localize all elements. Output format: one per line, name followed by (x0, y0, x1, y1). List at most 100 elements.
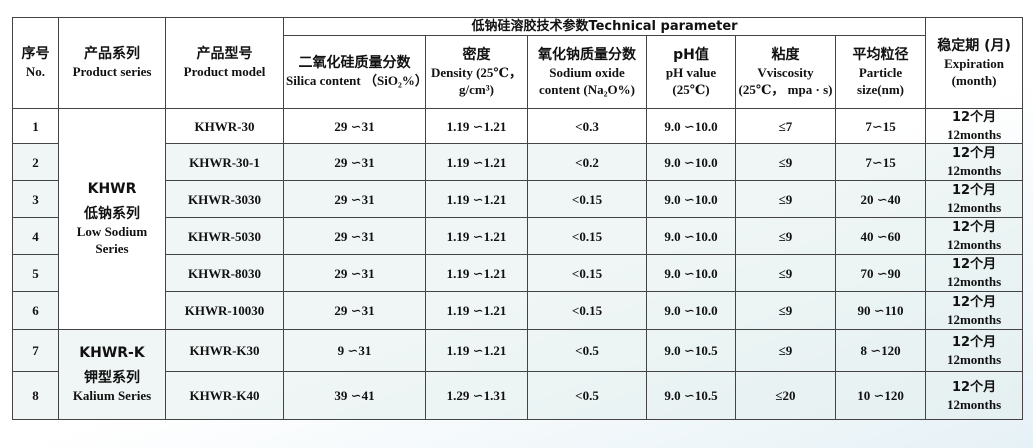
spec-cell: 7∽15 (834, 108, 927, 144)
expiration-zh: 12个月 (952, 146, 997, 161)
expiration-zh: 12个月 (952, 379, 997, 395)
header-zh: 序号 (21, 46, 50, 62)
spec-cell: 1.19 ∽1.21 (425, 291, 528, 330)
data-row: 6 KHWR-10030 29 ∽31 1.19 ∽1.21 <0.15 9.0 ∽10.… (12, 291, 1024, 330)
spec-cell: <0.3 (527, 108, 647, 144)
header-en: Product series (72, 64, 152, 79)
spec-table: 序号 No. 产品系列 Product series 产品型号 Product model… (12, 17, 1024, 420)
spec-cell: ≤7 (735, 108, 836, 144)
header-en: pH value (25℃) (665, 64, 717, 97)
series-code: KHWR-K (79, 345, 145, 361)
spec-cell: <0.5 (527, 371, 647, 420)
expiration-cell: 12个月 12months (925, 108, 1024, 144)
spec-cell: 20 ∽40 (834, 180, 927, 218)
spec-cell: 9.0 ∽10.0 (646, 217, 736, 255)
row-number: 2 (12, 143, 59, 181)
expiration-cell: 12个月 12months (925, 254, 1024, 292)
spec-cell: 9 ∽31 (283, 329, 426, 372)
series-en: Low Sodium Series (76, 224, 148, 256)
spec-cell: ≤9 (735, 143, 836, 181)
data-row: 3 KHWR-3030 29 ∽31 1.19 ∽1.21 <0.15 9.0 ∽10.0… (12, 180, 1024, 218)
expiration-cell: 12个月 12months (925, 329, 1024, 372)
spec-cell: 29 ∽31 (283, 143, 426, 181)
spec-cell: 1.29 ∽1.31 (425, 371, 528, 420)
header-zh: 产品系列 (84, 46, 140, 62)
spec-cell: ≤9 (735, 180, 836, 218)
spec-cell: 1.19 ∽1.21 (425, 143, 528, 181)
spec-cell: 9.0 ∽10.0 (646, 291, 736, 330)
spec-cell: 39 ∽41 (283, 371, 426, 420)
spec-cell: 40 ∽60 (834, 217, 927, 255)
data-row: 7 KHWR-K 钾型系列 Kalium Series KHWR-K30 9 ∽31 1.1… (12, 329, 1024, 420)
spec-cell: 70 ∽90 (834, 254, 927, 292)
header-en: Sodium oxide content (Na₂O%) (539, 64, 635, 97)
row-number: 3 (12, 180, 59, 218)
expiration-zh: 12个月 (952, 220, 997, 235)
series-zh: 钾型系列 (84, 370, 140, 386)
expiration-en: 12months (946, 396, 1002, 412)
header-zh: 产品型号 (196, 46, 253, 62)
spec-cell: ≤9 (735, 254, 836, 292)
spec-cell: ≤9 (735, 291, 836, 330)
column-header: pH值 pH value (25℃) (646, 35, 736, 109)
spec-cell: KHWR-30-1 (165, 143, 284, 181)
expiration-en: 12months (946, 127, 1002, 142)
header-zh: 密度 (462, 46, 491, 63)
expiration-cell: 12个月 12months (925, 143, 1024, 181)
spec-cell: <0.5 (527, 329, 647, 372)
spec-cell: 9.0 ∽10.0 (646, 108, 736, 144)
row-number: 8 (12, 371, 59, 420)
data-row: 2 KHWR-30-1 29 ∽31 1.19 ∽1.21 <0.2 9.0 ∽10.0 ≤… (12, 143, 1024, 181)
series-cell: KHWR-K 钾型系列 Kalium Series (58, 329, 166, 420)
spec-cell: 9.0 ∽10.0 (646, 143, 736, 181)
spec-cell: 9.0 ∽10.5 (646, 329, 736, 372)
spec-cell: 8 ∽120 (834, 329, 927, 372)
row-number: 6 (12, 291, 59, 330)
expiration-en: 12months (946, 311, 1002, 327)
spec-cell: 1.19 ∽1.21 (425, 217, 528, 255)
data-row: 5 KHWR-8030 29 ∽31 1.19 ∽1.21 <0.15 9.0 ∽10.0… (12, 254, 1024, 292)
spec-cell: KHWR-3030 (165, 180, 284, 218)
spec-cell: <0.15 (527, 254, 647, 292)
header-row: 序号 No. 产品系列 Product series 产品型号 Product model… (12, 17, 1024, 109)
header-en: Silica content （SiO₂%） (286, 73, 428, 88)
header-zh: 氧化钠质量分数 (538, 46, 636, 63)
spec-cell: 1.19 ∽1.21 (425, 108, 528, 144)
expiration-zh: 12个月 (952, 257, 997, 272)
spec-cell: 29 ∽31 (283, 108, 426, 144)
spec-cell: ≤9 (735, 217, 836, 255)
column-header: 产品型号 Product model (165, 17, 284, 109)
spec-cell: <0.15 (527, 180, 647, 218)
expiration-en: 12months (946, 351, 1002, 367)
spec-cell: KHWR-8030 (165, 254, 284, 292)
header-en: Particle size(nm) (857, 64, 904, 97)
spec-cell: 9.0 ∽10.0 (646, 254, 736, 292)
spec-cell: 1.19 ∽1.21 (425, 180, 528, 218)
expiration-cell: 12个月 12months (925, 217, 1024, 255)
series-code: KHWR (87, 181, 137, 197)
spec-cell: 9.0 ∽10.0 (646, 180, 736, 218)
spec-cell: ≤20 (735, 371, 836, 420)
data-row: 1 KHWR 低钠系列 Low Sodium Series KHWR-30 29 ∽31 1… (12, 108, 1024, 330)
expiration-cell: 12个月 12months (925, 371, 1024, 420)
spec-cell: KHWR-K40 (165, 371, 284, 420)
header-en: Expiration (month) (944, 55, 1005, 88)
series-zh: 低钠系列 (84, 206, 140, 222)
spec-cell: 90 ∽110 (834, 291, 927, 330)
series-cell: KHWR 低钠系列 Low Sodium Series (58, 108, 166, 330)
column-header: 粘度 Vviscosity (25℃， mpa · s) (735, 35, 836, 109)
row-number: 7 (12, 329, 59, 372)
header-zh: pH值 (673, 46, 709, 63)
expiration-cell: 12个月 12months (925, 291, 1024, 330)
expiration-en: 12months (946, 200, 1002, 215)
header-zh: 稳定期 (月) (937, 37, 1011, 54)
expiration-zh: 12个月 (952, 294, 997, 310)
expiration-zh: 12个月 (952, 183, 997, 198)
spec-cell: 1.19 ∽1.21 (425, 329, 528, 372)
spec-cell: <0.15 (527, 291, 647, 330)
spec-cell: KHWR-5030 (165, 217, 284, 255)
spec-cell: 1.19 ∽1.21 (425, 254, 528, 292)
spec-cell: 29 ∽31 (283, 180, 426, 218)
expiration-en: 12months (946, 274, 1002, 289)
